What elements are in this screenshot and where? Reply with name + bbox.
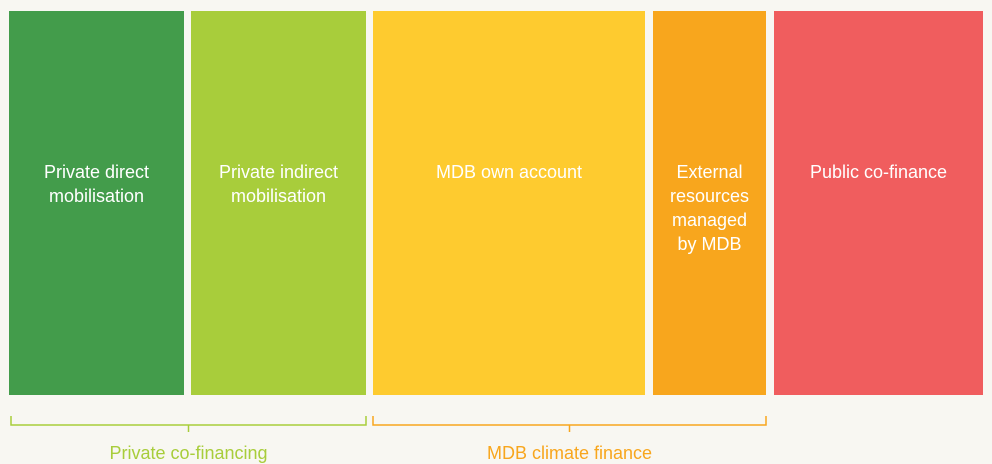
block — [191, 11, 366, 395]
block-label: External — [676, 162, 742, 182]
block-label: by MDB — [677, 234, 741, 254]
block-label: resources — [670, 186, 749, 206]
block-label: managed — [672, 210, 747, 230]
block-label: Public co-finance — [810, 162, 947, 182]
block-label: Private direct — [44, 162, 149, 182]
group-label: Private co-financing — [109, 443, 267, 463]
group-label: MDB climate finance — [487, 443, 652, 463]
block-label: mobilisation — [231, 186, 326, 206]
block — [653, 11, 766, 395]
block-label: Private indirect — [219, 162, 338, 182]
block — [9, 11, 184, 395]
block-label: mobilisation — [49, 186, 144, 206]
bracket — [10, 416, 367, 432]
block-label: MDB own account — [436, 162, 582, 182]
block — [774, 11, 983, 395]
block — [373, 11, 645, 395]
bracket — [372, 416, 767, 432]
